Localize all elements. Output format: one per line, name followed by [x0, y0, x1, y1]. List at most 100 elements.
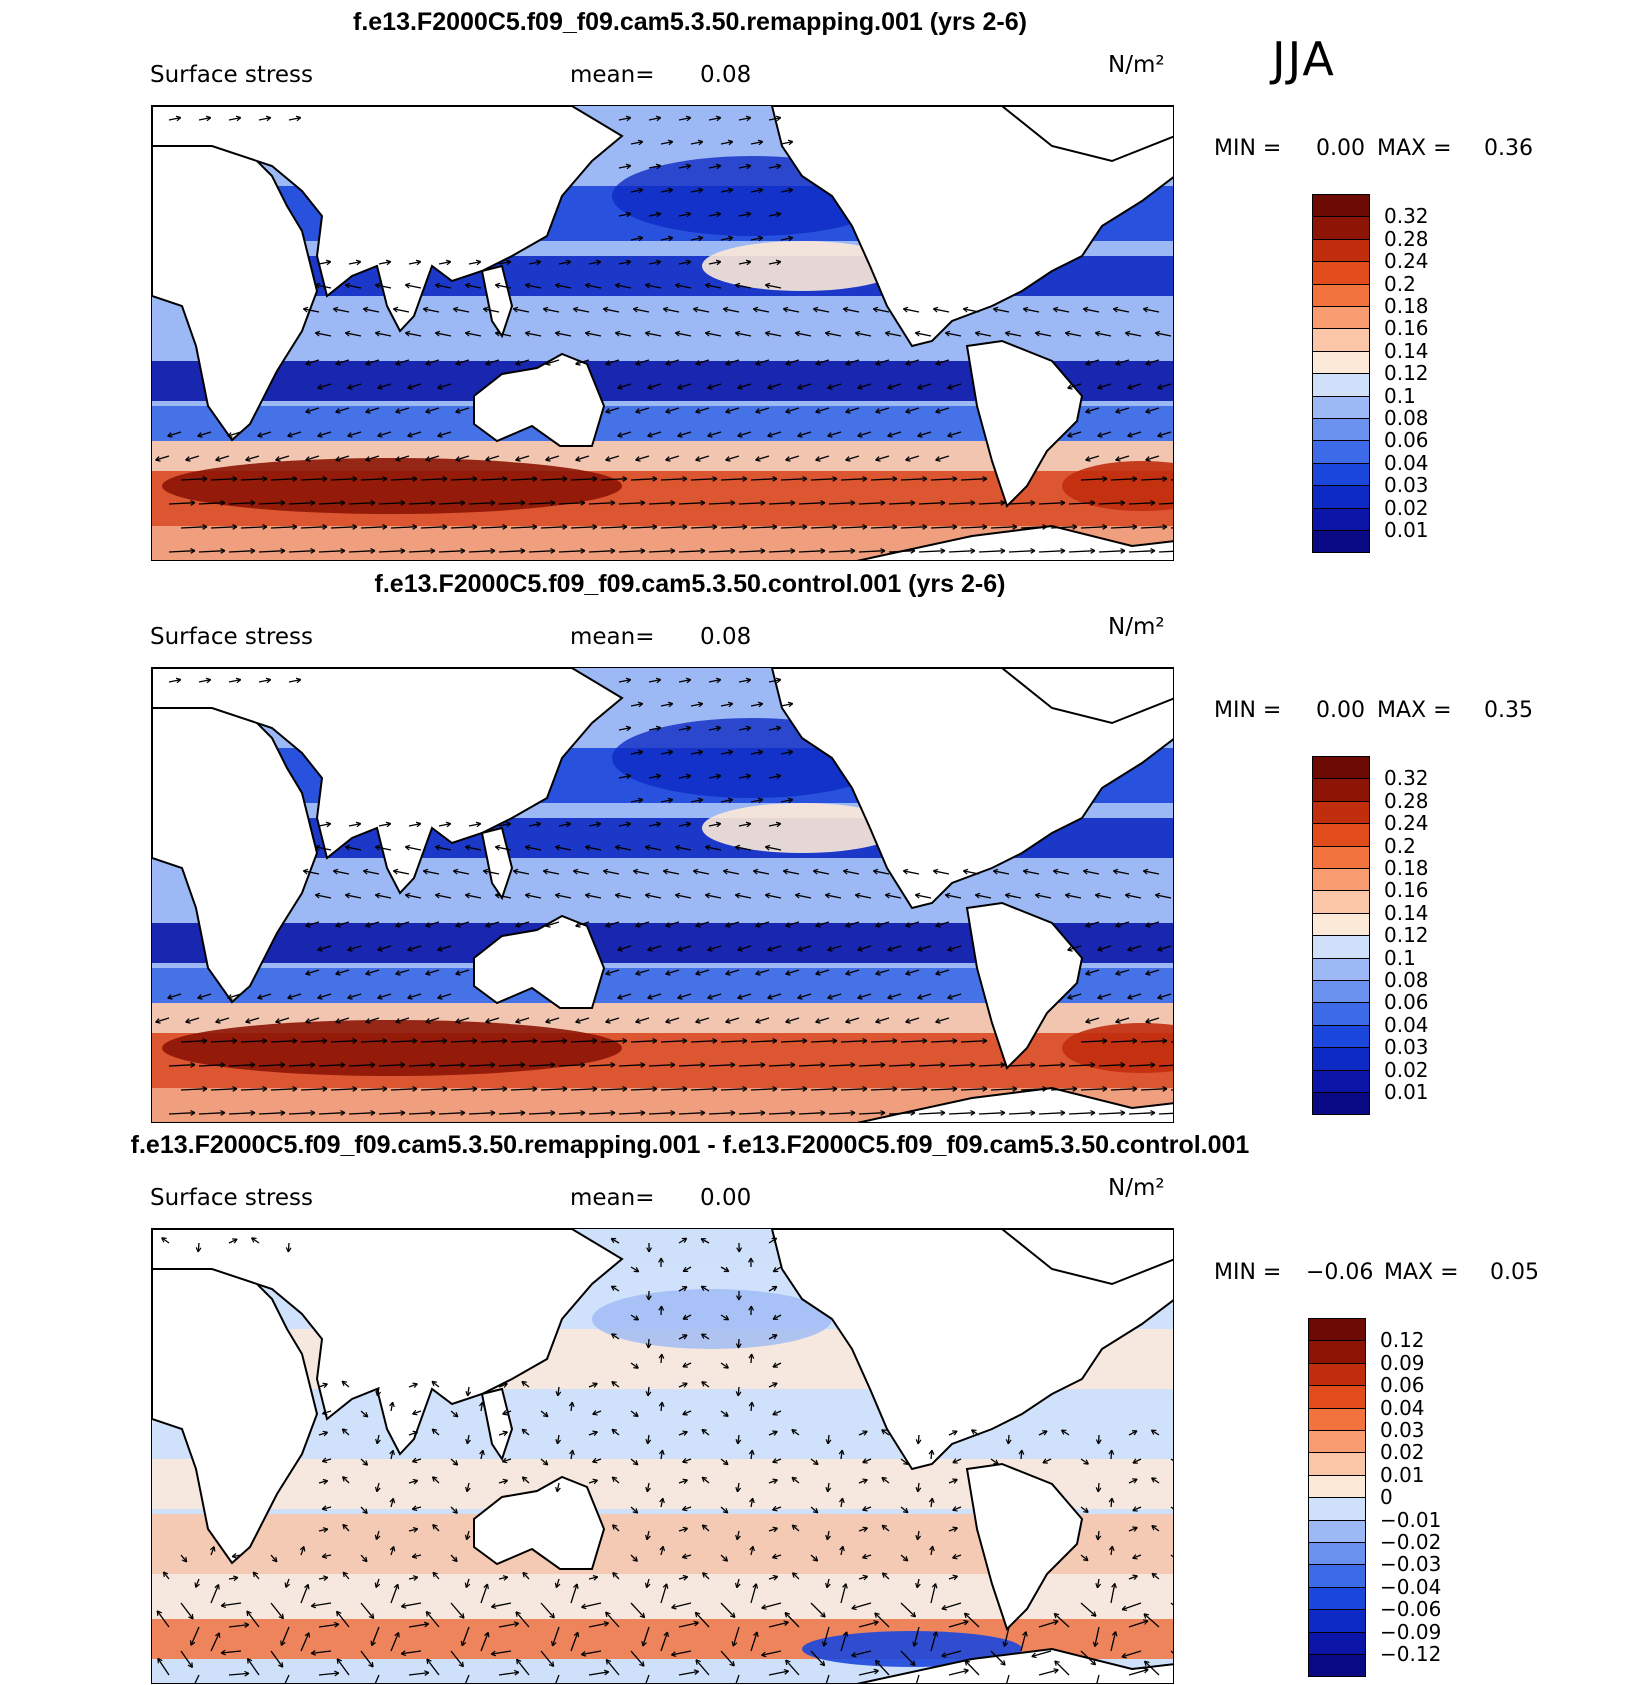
colorbar-tick-label: 0.32	[1384, 204, 1429, 229]
panel-3-max-value: 0.05	[1490, 1260, 1539, 1285]
colorbar-tick-label: 0.02	[1380, 1440, 1425, 1465]
colorbar-swatch	[1312, 530, 1370, 554]
colorbar-swatch	[1312, 778, 1370, 802]
colorbar-swatch	[1312, 823, 1370, 847]
contour-band	[1062, 461, 1173, 511]
colorbar-swatch	[1312, 283, 1370, 307]
colorbar-swatch	[1312, 1024, 1370, 1049]
stress-vectors	[155, 115, 1173, 554]
colorbar-swatch	[1312, 395, 1370, 419]
landmass	[965, 1462, 1084, 1631]
panel-1-units: N/m²	[1108, 52, 1165, 78]
colorbar-tick-label: 0.06	[1384, 990, 1429, 1015]
panel-2-min-value: 0.00	[1316, 698, 1365, 723]
landmass	[965, 901, 1084, 1070]
colorbar-tick-label: 0.03	[1384, 1035, 1429, 1060]
colorbar-swatch	[1312, 890, 1370, 914]
colorbar-tick-label: −0.03	[1380, 1552, 1442, 1577]
colorbar-tick-label: 0.12	[1384, 923, 1429, 948]
colorbar-swatch	[1312, 216, 1370, 240]
colorbar-swatch	[1312, 1069, 1370, 1093]
landmass	[480, 1387, 514, 1462]
colorbar-swatch	[1312, 462, 1370, 487]
panel-3-mean-value: 0.00	[700, 1185, 752, 1211]
panel-1-colorbar: 0.32 0.28 0.24 0.2 0.18 0.16 0.14 0.12 0.1 0.08 0.…	[1312, 194, 1429, 554]
colorbar-swatch	[1308, 1564, 1366, 1588]
colorbar-tick-label: 0.1	[1384, 383, 1416, 408]
colorbar-swatch	[1308, 1474, 1366, 1499]
colorbar-tick-label: 0.24	[1384, 249, 1429, 274]
colorbar-tick-label: −0.09	[1380, 1619, 1442, 1644]
panel-3-map	[151, 1228, 1174, 1684]
colorbar-tick-label: 0.32	[1384, 766, 1429, 791]
colorbar-tick-label: 0	[1380, 1485, 1393, 1510]
landmass	[480, 264, 514, 339]
stress-vectors	[156, 1237, 1173, 1683]
colorbar-tick-label: 0.12	[1384, 361, 1429, 386]
colorbar-swatch	[1308, 1407, 1366, 1431]
colorbar-swatch	[1312, 261, 1370, 285]
colorbar-tick-label: 0.09	[1380, 1350, 1425, 1375]
landmass	[152, 696, 319, 1004]
landmass	[480, 826, 514, 901]
colorbar-tick-label: 0.12	[1380, 1328, 1425, 1353]
colorbar-swatch	[1308, 1631, 1366, 1655]
panel-3-title: f.e13.F2000C5.f09_f09.cam5.3.50.remappin…	[130, 1131, 1250, 1159]
colorbar-swatch	[1308, 1430, 1366, 1454]
landmass	[473, 914, 606, 1009]
panel-3-min-value: −0.06	[1306, 1260, 1374, 1285]
panel-1-min-value: 0.00	[1316, 136, 1365, 161]
colorbar-swatch	[1312, 1047, 1370, 1071]
colorbar-tick-label: 0.08	[1384, 968, 1429, 992]
colorbar-tick-label: 0.02	[1384, 495, 1429, 520]
panel-2-title: f.e13.F2000C5.f09_f09.cam5.3.50.control.…	[374, 570, 1006, 598]
landmass	[965, 339, 1084, 508]
landmass	[856, 1647, 1173, 1683]
colorbar-swatch	[1312, 868, 1370, 892]
colorbar-tick-label: 0.28	[1384, 788, 1429, 813]
panel-3-mean-label: mean=	[570, 1185, 655, 1211]
colorbar-tick-label: 0.04	[1384, 1012, 1429, 1037]
colorbar-tick-label: −0.12	[1380, 1642, 1442, 1666]
colorbar-swatch	[1308, 1497, 1366, 1521]
colorbar-tick-label: 0.03	[1384, 473, 1429, 498]
colorbar-tick-label: 0.01	[1384, 518, 1429, 542]
colorbar-tick-label: 0.28	[1384, 226, 1429, 251]
panel-1-variable: Surface stress	[150, 62, 313, 88]
colorbar-tick-label: 0.2	[1384, 833, 1416, 858]
colorbar-swatch	[1308, 1385, 1366, 1409]
colorbar-tick-label: 0.18	[1384, 294, 1429, 318]
panel-3-variable: Surface stress	[150, 1185, 313, 1211]
landmass	[770, 668, 1173, 910]
landmass	[770, 106, 1173, 348]
landmass	[152, 106, 624, 333]
colorbar-swatch	[1308, 1654, 1366, 1678]
colorbar-swatch	[1312, 350, 1370, 375]
colorbar-tick-label: 0.14	[1384, 900, 1429, 925]
colorbar-swatch	[1312, 957, 1370, 981]
colorbar-swatch	[1312, 912, 1370, 937]
colorbar-swatch	[1312, 507, 1370, 531]
colorbar-swatch	[1312, 306, 1370, 330]
colorbar-swatch	[1312, 1092, 1370, 1116]
colorbar-swatch	[1308, 1362, 1366, 1387]
colorbar-tick-label: 0.16	[1384, 316, 1429, 341]
stress-vectors	[155, 677, 1173, 1116]
panel-2-min-label: MIN =	[1214, 698, 1282, 723]
contour-band	[592, 1289, 832, 1349]
contour-band	[802, 1631, 1022, 1667]
panel-3-min-label: MIN =	[1214, 1260, 1282, 1285]
panel-3-colorbar: 0.12 0.09 0.06 0.04 0.03 0.02 0.01 0 −0.01 −0.02−…	[1308, 1318, 1441, 1678]
colorbar-swatch	[1308, 1519, 1366, 1543]
colorbar-swatch	[1312, 485, 1370, 509]
landmass	[152, 668, 624, 895]
colorbar-swatch	[1308, 1340, 1366, 1364]
panel-1-mean-value: 0.08	[700, 62, 752, 88]
colorbar-swatch	[1312, 935, 1370, 959]
contour-band	[1062, 1023, 1173, 1073]
panel-1-map	[151, 105, 1174, 561]
colorbar-swatch	[1308, 1318, 1366, 1342]
colorbar-tick-label: 0.18	[1384, 856, 1429, 880]
colorbar-swatch	[1312, 328, 1370, 352]
landmass	[152, 1257, 319, 1565]
